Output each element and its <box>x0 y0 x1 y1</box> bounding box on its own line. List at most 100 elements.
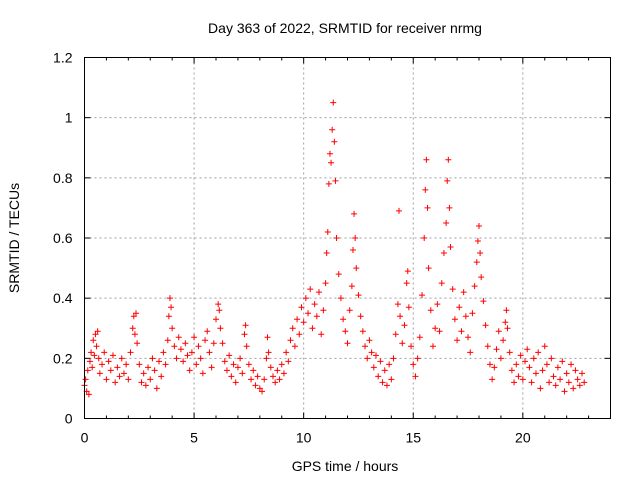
data-point <box>156 358 163 365</box>
data-point <box>344 340 351 347</box>
data-point <box>177 346 184 353</box>
data-point <box>134 340 141 347</box>
data-point <box>349 247 356 254</box>
data-point <box>223 367 230 374</box>
data-point <box>399 340 406 347</box>
data-point <box>563 370 570 377</box>
data-point <box>276 376 283 383</box>
data-point <box>329 126 336 133</box>
data-point <box>357 313 364 320</box>
data-point <box>289 325 296 332</box>
data-point <box>153 385 160 392</box>
data-point <box>576 382 583 389</box>
data-point <box>265 349 272 356</box>
data-point <box>272 379 279 386</box>
data-point <box>175 334 182 341</box>
data-point <box>383 382 390 389</box>
y-tick-label: 1.2 <box>53 50 73 66</box>
data-point <box>112 379 119 386</box>
data-point <box>324 228 331 235</box>
data-point <box>323 250 330 257</box>
data-point <box>165 313 172 320</box>
data-point <box>392 331 399 338</box>
data-point <box>250 367 257 374</box>
data-point <box>401 322 408 329</box>
data-point <box>469 310 476 317</box>
data-point <box>348 283 355 290</box>
data-point <box>228 373 235 380</box>
data-point <box>440 250 447 257</box>
data-point <box>559 358 566 365</box>
data-point <box>160 349 167 356</box>
data-point <box>232 379 239 386</box>
data-point <box>278 361 285 368</box>
data-point <box>449 286 456 293</box>
data-point <box>234 364 241 371</box>
data-point <box>493 346 500 353</box>
data-point <box>432 325 439 332</box>
data-point <box>368 349 375 356</box>
data-point <box>184 352 191 359</box>
data-point <box>444 177 451 184</box>
data-point <box>131 331 138 338</box>
data-point <box>91 352 98 359</box>
data-point <box>264 334 271 341</box>
data-point <box>379 379 386 386</box>
data-point <box>245 361 252 368</box>
data-point <box>162 361 169 368</box>
data-point <box>561 388 568 395</box>
data-point <box>149 355 156 362</box>
data-point <box>543 361 550 368</box>
data-point <box>215 301 222 308</box>
data-point <box>537 385 544 392</box>
data-point <box>484 343 491 350</box>
data-point <box>462 313 469 320</box>
data-point <box>513 361 520 368</box>
data-point <box>403 280 410 287</box>
data-point <box>114 364 121 371</box>
data-point <box>504 325 511 332</box>
data-point <box>123 361 130 368</box>
y-tick-label: 0.2 <box>53 350 73 366</box>
data-point <box>458 328 465 335</box>
data-point <box>145 364 152 371</box>
data-point <box>173 355 180 362</box>
data-point <box>421 235 428 241</box>
data-point <box>443 219 450 226</box>
data-point <box>109 352 116 359</box>
data-point <box>500 337 507 344</box>
data-point <box>248 376 255 383</box>
data-point <box>193 361 200 368</box>
data-point <box>118 355 125 362</box>
data-point <box>239 370 246 377</box>
data-point <box>300 319 307 326</box>
data-point <box>526 364 533 371</box>
data-point <box>116 373 123 380</box>
data-point <box>422 186 429 193</box>
data-point <box>446 204 453 211</box>
data-point <box>305 310 312 317</box>
data-point <box>486 361 493 368</box>
y-tick-label: 0.6 <box>53 230 73 246</box>
data-point <box>82 376 89 383</box>
data-point <box>375 373 382 380</box>
data-point <box>166 295 173 302</box>
data-point <box>572 367 579 374</box>
data-point <box>330 99 337 106</box>
data-point <box>199 370 206 377</box>
data-point <box>208 364 215 371</box>
data-point <box>216 307 223 314</box>
data-point <box>101 349 108 356</box>
data-point <box>92 331 99 338</box>
data-point <box>390 355 397 362</box>
data-point <box>322 280 329 287</box>
data-point <box>294 316 301 323</box>
data-point <box>283 349 290 356</box>
data-point <box>416 334 423 341</box>
data-point <box>557 376 564 383</box>
data-point <box>129 325 136 332</box>
grid <box>84 57 611 419</box>
data-point <box>438 280 445 287</box>
data-point <box>84 367 91 374</box>
data-point <box>210 340 217 347</box>
